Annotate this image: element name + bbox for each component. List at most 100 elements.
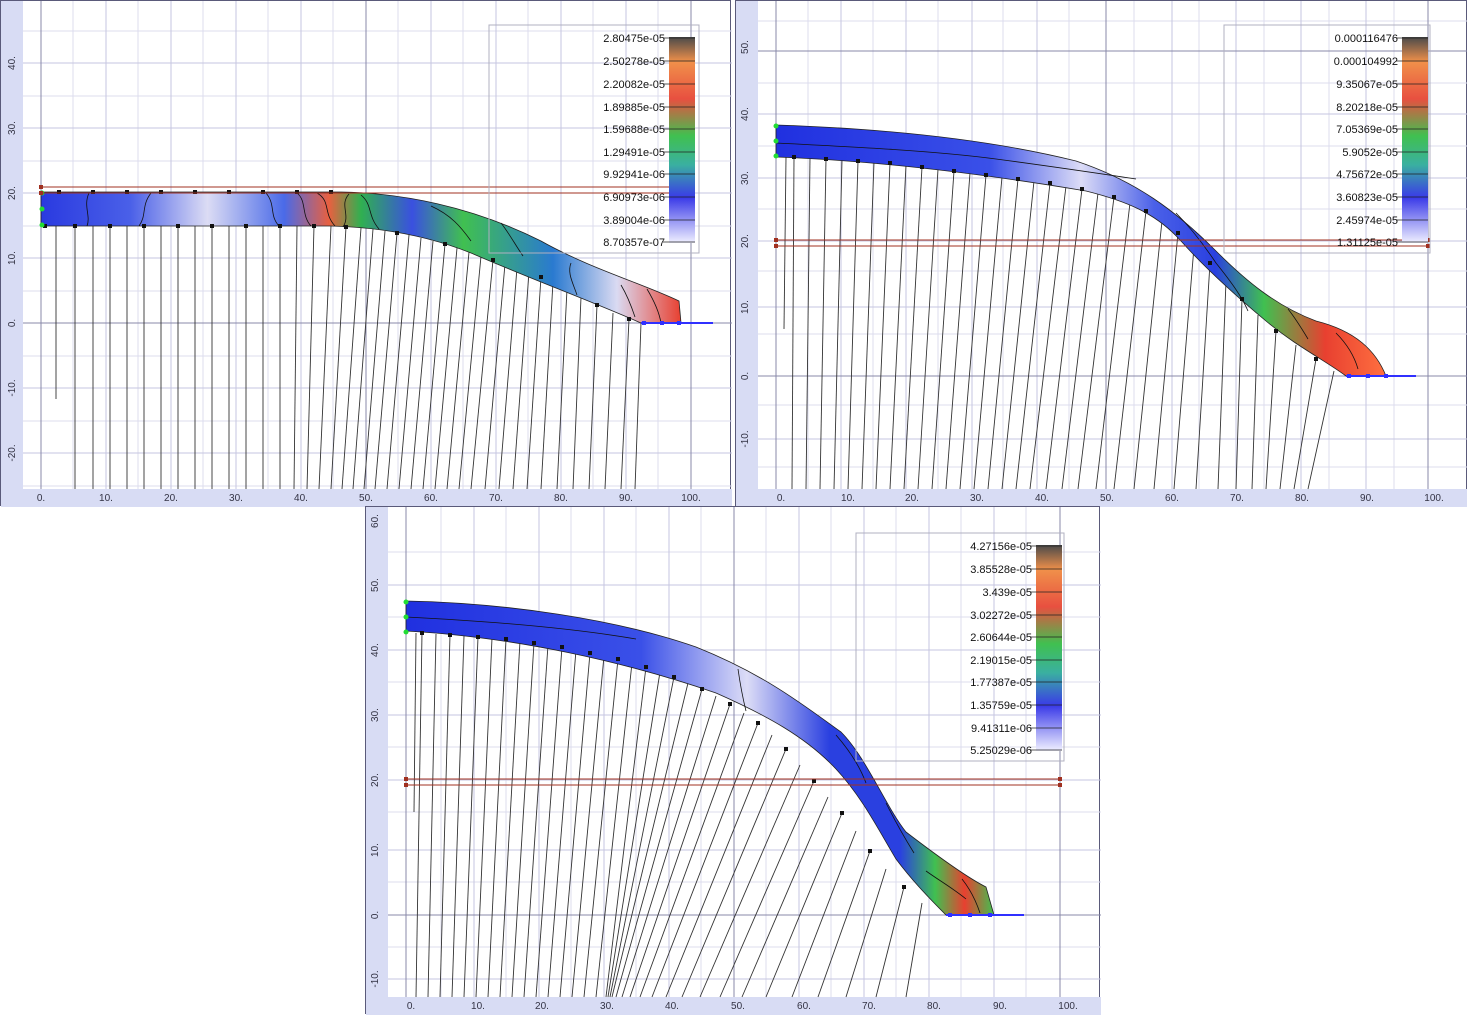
boundary-markers <box>403 599 409 635</box>
y-tick-labels: 40. 30. 20. 10. 0. -10. -20. <box>7 56 18 462</box>
fine-grid <box>23 1 732 489</box>
svg-text:9.35067e-05: 9.35067e-05 <box>1336 79 1398 91</box>
svg-text:1.31125e-05: 1.31125e-05 <box>1337 237 1398 249</box>
svg-text:8.70357e-07: 8.70357e-07 <box>603 237 665 249</box>
panel-1-canvas: 0. 10. 20. 30. 40. 50. 60. 70. 80. 90. 1… <box>1 1 732 507</box>
contour-panel-2: 0. 10. 20. 30. 40. 50. 60. 70. 80. 90. 1… <box>735 0 1467 507</box>
x-tick-labels: 0. 10. 20. 30. 40. 50. 60. 70. 80. 90. 1… <box>407 1001 1078 1012</box>
svg-text:-10.: -10. <box>7 379 18 396</box>
svg-text:0.000116476: 0.000116476 <box>1335 33 1398 45</box>
svg-text:2.19015e-05: 2.19015e-05 <box>970 655 1032 667</box>
svg-text:3.89004e-06: 3.89004e-06 <box>603 215 665 227</box>
svg-text:3.85528e-05: 3.85528e-05 <box>970 564 1032 576</box>
svg-text:9.92941e-06: 9.92941e-06 <box>603 169 665 181</box>
svg-text:40.: 40. <box>370 643 381 657</box>
svg-text:10.: 10. <box>370 843 381 857</box>
svg-text:5.9052e-05: 5.9052e-05 <box>1342 147 1398 159</box>
major-grid <box>23 1 732 489</box>
x-tick-labels: 0. 10. 20. 30. 40. 50. 60. 70. 80. 90. 1… <box>777 493 1444 504</box>
svg-text:100.: 100. <box>1058 1001 1077 1012</box>
svg-text:3.60823e-05: 3.60823e-05 <box>1336 192 1398 204</box>
svg-text:20.: 20. <box>7 186 18 200</box>
svg-text:6.90973e-06: 6.90973e-06 <box>603 192 665 204</box>
x-tick-labels: 0. 10. 20. 30. 40. 50. 60. 70. 80. 90. 1… <box>37 493 701 504</box>
svg-text:10.: 10. <box>471 1001 485 1012</box>
svg-text:90.: 90. <box>1360 493 1374 504</box>
svg-text:80.: 80. <box>1295 493 1309 504</box>
svg-text:100.: 100. <box>681 493 700 504</box>
svg-text:1.89885e-05: 1.89885e-05 <box>603 102 665 114</box>
svg-text:2.60644e-05: 2.60644e-05 <box>970 632 1032 644</box>
svg-text:40.: 40. <box>1035 493 1049 504</box>
legend-color-bar <box>669 37 695 243</box>
svg-text:-10.: -10. <box>370 970 381 987</box>
x-axis-band <box>736 489 1467 507</box>
svg-text:50.: 50. <box>359 493 373 504</box>
svg-text:80.: 80. <box>927 1001 941 1012</box>
svg-text:2.80475e-05: 2.80475e-05 <box>603 33 665 45</box>
legend-color-bar <box>1402 37 1428 243</box>
svg-text:50.: 50. <box>370 578 381 592</box>
support-anchors <box>404 777 1062 787</box>
svg-text:90.: 90. <box>993 1001 1007 1012</box>
svg-text:50.: 50. <box>731 1001 745 1012</box>
slope-contour-band <box>405 600 995 916</box>
svg-text:2.45974e-05: 2.45974e-05 <box>1336 215 1398 227</box>
svg-text:70.: 70. <box>862 1001 876 1012</box>
svg-text:80.: 80. <box>554 493 568 504</box>
svg-text:-20.: -20. <box>7 444 18 461</box>
color-legend: 0.000116476 0.000104992 9.35067e-05 8.20… <box>1223 24 1431 254</box>
svg-text:60.: 60. <box>424 493 438 504</box>
svg-text:0.: 0. <box>370 911 381 919</box>
svg-text:40.: 40. <box>740 107 751 121</box>
svg-text:20.: 20. <box>535 1001 549 1012</box>
svg-text:4.27156e-05: 4.27156e-05 <box>970 541 1032 553</box>
panel-3-canvas: 0. 10. 20. 30. 40. 50. 60. 70. 80. 90. 1… <box>366 507 1101 1015</box>
svg-text:10.: 10. <box>7 251 18 265</box>
x-axis-band <box>1 489 732 507</box>
base-nodes <box>420 631 906 889</box>
svg-text:10.: 10. <box>99 493 113 504</box>
svg-text:70.: 70. <box>1230 493 1244 504</box>
svg-text:1.77387e-05: 1.77387e-05 <box>970 677 1032 689</box>
svg-text:30.: 30. <box>600 1001 614 1012</box>
svg-text:100.: 100. <box>1424 493 1443 504</box>
svg-text:8.20218e-05: 8.20218e-05 <box>1336 102 1398 114</box>
svg-text:2.50278e-05: 2.50278e-05 <box>603 56 665 68</box>
toe-nodes <box>948 913 992 917</box>
svg-text:3.02272e-05: 3.02272e-05 <box>970 610 1032 622</box>
svg-text:0.: 0. <box>777 493 785 504</box>
svg-text:40.: 40. <box>294 493 308 504</box>
svg-text:5.25029e-06: 5.25029e-06 <box>970 745 1032 757</box>
svg-text:10.: 10. <box>841 493 855 504</box>
svg-text:50.: 50. <box>1100 493 1114 504</box>
svg-text:3.439e-05: 3.439e-05 <box>982 587 1032 599</box>
boundary-markers <box>773 123 779 159</box>
slip-fan-lines <box>55 225 642 490</box>
svg-text:2.20082e-05: 2.20082e-05 <box>603 79 665 91</box>
svg-text:30.: 30. <box>7 121 18 135</box>
svg-text:70.: 70. <box>489 493 503 504</box>
support-lines <box>41 186 693 194</box>
contour-panel-1: 0. 10. 20. 30. 40. 50. 60. 70. 80. 90. 1… <box>0 0 732 507</box>
contour-lines <box>86 192 662 324</box>
color-legend: 4.27156e-05 3.85528e-05 3.439e-05 3.0227… <box>855 532 1065 762</box>
svg-text:60.: 60. <box>1165 493 1179 504</box>
svg-text:30.: 30. <box>229 493 243 504</box>
y-tick-labels: 50. 40. 30. 20. 10. 0. -10. <box>740 40 751 448</box>
svg-text:0.: 0. <box>7 319 18 327</box>
svg-text:0.: 0. <box>37 493 45 504</box>
slip-fan-lines <box>413 632 923 998</box>
color-legend: 2.80475e-05 2.50278e-05 2.20082e-05 1.89… <box>488 24 700 254</box>
panel-2-canvas: 0. 10. 20. 30. 40. 50. 60. 70. 80. 90. 1… <box>736 1 1467 507</box>
base-nodes <box>792 155 1318 361</box>
y-axis-band <box>366 507 388 1015</box>
svg-text:30.: 30. <box>740 171 751 185</box>
svg-text:50.: 50. <box>740 40 751 54</box>
toe-nodes <box>1347 374 1388 378</box>
svg-text:1.59688e-05: 1.59688e-05 <box>603 124 665 136</box>
base-nodes <box>43 190 631 321</box>
svg-text:20.: 20. <box>370 773 381 787</box>
support-lines <box>776 239 1428 247</box>
svg-text:7.05369e-05: 7.05369e-05 <box>1336 124 1398 136</box>
